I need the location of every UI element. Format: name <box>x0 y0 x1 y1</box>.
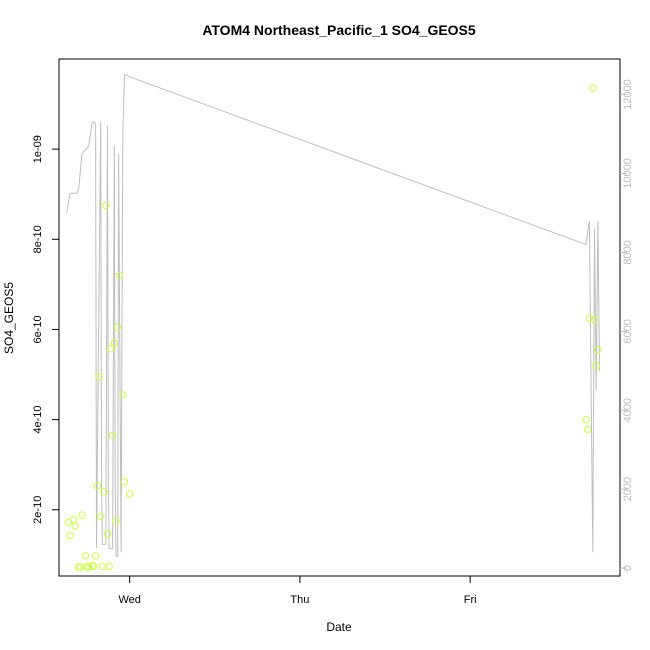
x-axis: Wed Thu Fri <box>118 576 477 606</box>
line-series <box>66 74 601 557</box>
data-point <box>93 482 102 490</box>
y-tick-label: 4e-10 <box>32 406 44 434</box>
plot-frame <box>58 58 621 577</box>
x-tick-label: Wed <box>118 594 140 606</box>
x-tick-label: Thu <box>290 594 309 606</box>
y2-tick-label: 4000 <box>622 398 634 422</box>
data-point <box>107 345 115 353</box>
data-point <box>69 516 78 524</box>
y2-tick-label: 10000 <box>622 158 634 189</box>
data-point <box>108 431 117 440</box>
data-point <box>81 552 90 560</box>
x-tick-label: Fri <box>464 594 477 606</box>
data-point <box>95 373 103 381</box>
data-point <box>589 84 597 93</box>
y-axis-label: SO4_GEOS5 <box>2 282 16 354</box>
data-point <box>119 391 127 399</box>
y2-tick-label: 8000 <box>622 240 634 264</box>
series-line <box>66 74 601 557</box>
data-point <box>126 490 134 498</box>
data-point <box>582 415 590 424</box>
data-point <box>91 552 100 560</box>
data-point <box>102 201 110 210</box>
data-point <box>66 531 74 540</box>
y-tick-label: 6e-10 <box>32 315 44 343</box>
data-point <box>585 314 594 322</box>
data-point <box>120 478 129 486</box>
data-point <box>78 511 86 519</box>
data-point <box>594 346 602 354</box>
y-tick-label: 2e-10 <box>32 496 44 524</box>
data-point <box>97 512 105 521</box>
y-axis-right: 0 2000 4000 6000 8000 10000 12000 <box>620 79 634 571</box>
y2-tick-label: 6000 <box>622 319 634 343</box>
y-axis-left: 2e-10 4e-10 6e-10 8e-10 1e-09 <box>32 135 59 524</box>
y-tick-label: 8e-10 <box>32 225 44 253</box>
data-point <box>103 530 112 538</box>
point-series <box>64 84 602 571</box>
data-point <box>71 522 79 530</box>
y-tick-label: 1e-09 <box>32 135 44 163</box>
data-point <box>584 425 592 434</box>
data-point <box>100 488 108 496</box>
y2-tick-label: 2000 <box>622 477 634 501</box>
data-point <box>114 323 122 331</box>
data-point <box>592 361 600 370</box>
data-point <box>90 562 98 570</box>
data-point <box>590 315 599 324</box>
data-point <box>110 339 119 347</box>
data-point <box>105 562 113 571</box>
x-axis-label: Date <box>326 620 352 634</box>
data-point <box>98 562 107 571</box>
data-point <box>112 517 120 525</box>
data-point <box>115 271 124 280</box>
chart-title: ATOM4 Northeast_Pacific_1 SO4_GEOS5 <box>202 22 476 38</box>
y2-tick-label: 12000 <box>622 79 634 110</box>
y2-tick-label: 0 <box>622 565 634 571</box>
